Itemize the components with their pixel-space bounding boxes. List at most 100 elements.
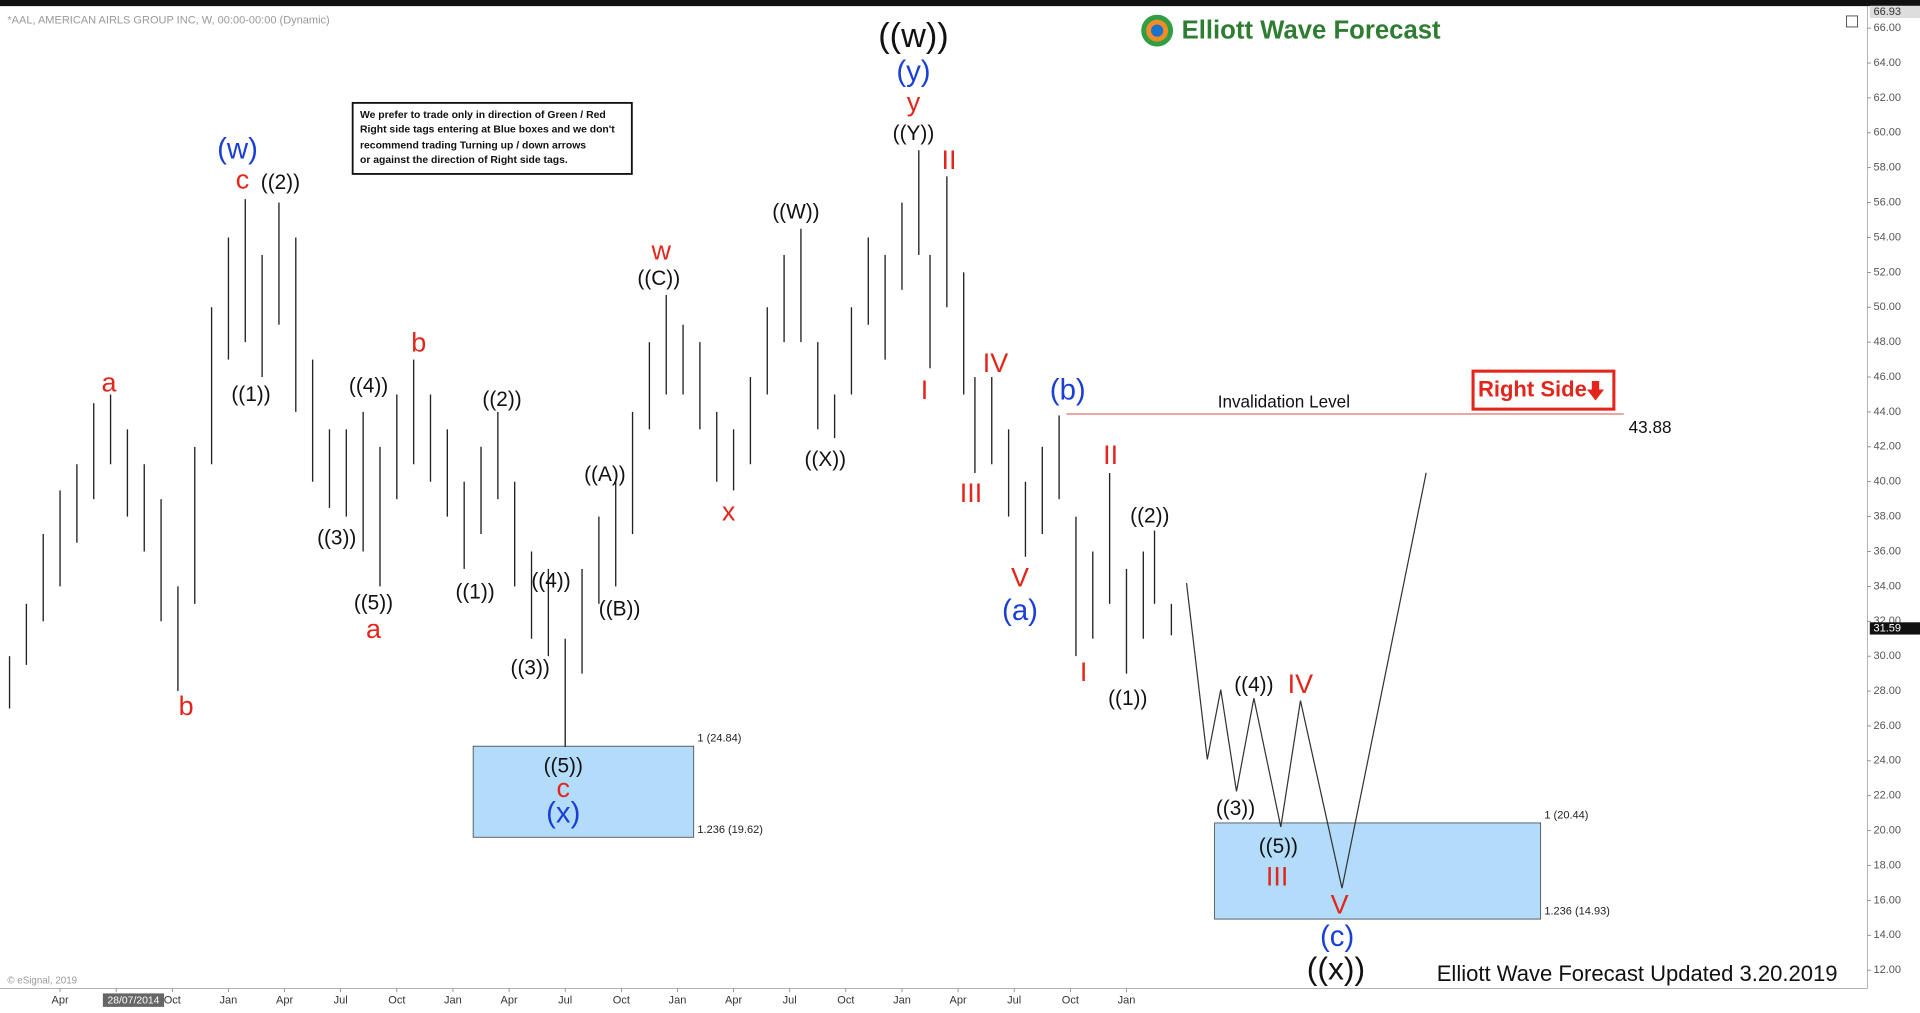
copyright: © eSignal, 2019: [7, 976, 77, 987]
price-marker-label: 31.59: [1873, 622, 1901, 634]
x-tick-label: Oct: [388, 995, 405, 1007]
y-tick-label: 46.00: [1873, 371, 1901, 383]
wave-label: (c): [1320, 920, 1354, 953]
y-tick-label: 42.00: [1873, 441, 1901, 453]
wave-label: (y): [896, 55, 930, 88]
x-tick-label: Apr: [950, 995, 967, 1007]
wave-label: b: [179, 691, 194, 721]
wave-label: II: [941, 145, 956, 175]
wave-label: I: [921, 375, 928, 405]
x-tick-label: Jul: [558, 995, 572, 1007]
x-tick-label: Oct: [837, 995, 854, 1007]
tag-arrow: [1586, 380, 1605, 401]
wave-label: ((4)): [531, 569, 570, 592]
wave-label: ((Y)): [893, 122, 935, 145]
zone-bottom-label: 1.236 (19.62): [697, 824, 763, 836]
y-tick-label: 60.00: [1873, 127, 1901, 139]
y-tick-label: 12.00: [1873, 964, 1901, 976]
wave-label: b: [411, 327, 426, 357]
y-tick-label: 14.00: [1873, 929, 1901, 941]
top-border: [0, 0, 1920, 7]
y-tick-label: 56.00: [1873, 196, 1901, 208]
wave-label: ((A)): [584, 463, 626, 486]
y-tick-label: 62.00: [1873, 92, 1901, 104]
y-tick-label: 50.00: [1873, 301, 1901, 313]
y-tick-label: 52.00: [1873, 266, 1901, 278]
logo: Elliott Wave Forecast: [1141, 14, 1441, 47]
tag-text: Right Side: [1478, 377, 1587, 402]
wave-label: (x): [546, 796, 580, 829]
x-tick-label: Jul: [783, 995, 797, 1007]
x-tick-label: Jan: [1118, 995, 1136, 1007]
wave-label: III: [960, 478, 982, 508]
price-marker-label: 66.93: [1873, 6, 1901, 18]
wave-label: ((2)): [482, 388, 521, 411]
invalidation-label: Invalidation Level: [1218, 392, 1350, 412]
wave-label: (b): [1050, 374, 1086, 407]
wave-label: ((x)): [1307, 951, 1365, 987]
y-tick-label: 66.00: [1873, 22, 1901, 34]
y-tick-label: 22.00: [1873, 790, 1901, 802]
x-tick-label: Oct: [1062, 995, 1079, 1007]
wave-label: ((5)): [544, 754, 583, 777]
note-line: or against the direction of Right side t…: [360, 155, 568, 166]
wave-label: ((3)): [1216, 797, 1255, 820]
wave-label: V: [1011, 562, 1029, 592]
wave-label: ((W)): [772, 201, 819, 224]
wave-label: ((1)): [231, 383, 270, 406]
x-tick-label: Oct: [613, 995, 630, 1007]
price-marker-box: [1869, 5, 1920, 19]
note-line: We prefer to trade only in direction of …: [360, 110, 606, 121]
y-tick-label: 20.00: [1873, 825, 1901, 837]
zone-top-label: 1 (20.44): [1544, 809, 1588, 821]
wave-label: ((3)): [511, 656, 550, 679]
x-tick-label: Jul: [1007, 995, 1021, 1007]
target-zone: [472, 745, 695, 838]
target-zone: [1214, 822, 1542, 920]
y-tick-label: 40.00: [1873, 476, 1901, 488]
y-tick-label: 58.00: [1873, 162, 1901, 174]
chart-title: *AAL, AMERICAN AIRLS GROUP INC, W, 00:00…: [7, 15, 329, 27]
footer: Elliott Wave Forecast Updated 3.20.2019: [1437, 961, 1838, 986]
x-tick-label: Apr: [725, 995, 742, 1007]
wave-label: c: [557, 773, 570, 803]
y-tick-label: 30.00: [1873, 650, 1901, 662]
wave-label: II: [1103, 440, 1118, 470]
y-tick-label: 44.00: [1873, 406, 1901, 418]
wave-label: ((3)): [317, 526, 356, 549]
zone-bottom-label: 1.236 (14.93): [1544, 906, 1610, 918]
x-tick-label: Jan: [669, 995, 687, 1007]
wave-label: ((w)): [878, 17, 948, 55]
x-tick-label: Apr: [500, 995, 517, 1007]
wave-label: c: [236, 164, 249, 194]
y-tick-label: 24.00: [1873, 755, 1901, 767]
wave-label: IV: [983, 348, 1008, 378]
x-tick-label: Apr: [51, 995, 68, 1007]
wave-label: ((4)): [349, 375, 388, 398]
wave-label: V: [1331, 890, 1349, 920]
zone-top-label: 1 (24.84): [697, 733, 741, 745]
y-tick-label: 16.00: [1873, 894, 1901, 906]
wave-label: ((X)): [805, 448, 847, 471]
wave-label: a: [366, 614, 381, 644]
wave-label: ((1)): [1108, 687, 1147, 710]
wave-label: (w): [217, 132, 258, 165]
y-tick-label: 48.00: [1873, 336, 1901, 348]
note-box: [351, 101, 633, 175]
wave-label: ((2)): [1130, 504, 1169, 527]
wave-label: I: [1080, 657, 1087, 687]
wave-label: ((C)): [637, 267, 680, 290]
wave-label: ((4)): [1234, 673, 1273, 696]
projection-path: [1185, 472, 1427, 889]
wave-label: ((B)): [599, 598, 641, 621]
x-tick-label: Jul: [334, 995, 348, 1007]
note-line: recommend trading Turning up / down arro…: [360, 141, 586, 152]
invalidation-value: 43.88: [1629, 417, 1672, 437]
right-side-tag: Right Side: [1471, 369, 1616, 411]
x-tick-label: Oct: [164, 995, 181, 1007]
x-tick-label: Jan: [444, 995, 462, 1007]
wave-label: ((2)): [261, 171, 300, 194]
